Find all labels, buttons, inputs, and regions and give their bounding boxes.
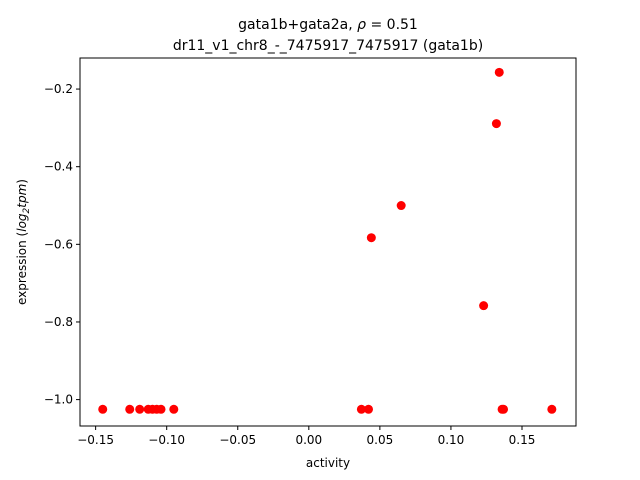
y-tick-label: −0.2 (44, 82, 73, 96)
x-tick-label: 0.10 (438, 433, 465, 447)
x-tick-label: 0.05 (367, 433, 394, 447)
x-tick-label: −0.05 (219, 433, 256, 447)
chart-title-line1: gata1b+gata2a, ρ = 0.51 (238, 17, 418, 33)
data-point (135, 404, 145, 414)
data-point (494, 67, 504, 77)
y-tick-label: −1.0 (44, 393, 73, 407)
x-tick-label: −0.10 (148, 433, 185, 447)
data-point (479, 301, 489, 311)
x-tick-label: −0.15 (77, 433, 114, 447)
plot-frame (79, 57, 577, 427)
x-tick-label: 0.15 (509, 433, 536, 447)
data-point (364, 404, 374, 414)
data-point (366, 233, 376, 243)
y-tick-label: −0.4 (44, 160, 73, 174)
data-point (98, 404, 108, 414)
y-label-sub: 2 (22, 207, 32, 213)
y-axis: −1.0 −0.8 −0.6 −0.4 −0.2 (44, 82, 80, 407)
data-point (125, 404, 135, 414)
y-tick-label: −0.8 (44, 315, 73, 329)
y-label-suffix: ) (15, 179, 29, 184)
y-tick-label: −0.6 (44, 237, 73, 251)
data-point (156, 404, 166, 414)
chart-title-line2: dr11_v1_chr8_-_7475917_7475917 (gata1b) (173, 38, 483, 54)
data-point (547, 404, 557, 414)
x-axis-label: activity (306, 456, 350, 470)
y-axis-label: expression (log2tpm) (15, 179, 32, 305)
data-point (396, 201, 406, 211)
y-label-log: log (15, 213, 29, 232)
y-label-tpm: tpm (15, 184, 29, 208)
title-rho-value: = 0.51 (366, 17, 418, 33)
x-axis: −0.15 −0.10 −0.05 0.00 0.05 0.10 0.15 (77, 426, 535, 447)
title-rho-symbol: ρ (357, 17, 366, 33)
title-prefix: gata1b+gata2a, (238, 17, 357, 33)
data-point (169, 404, 179, 414)
data-points (98, 67, 557, 414)
data-point (499, 404, 509, 414)
data-point (491, 119, 501, 129)
y-label-prefix: expression ( (15, 232, 29, 305)
x-tick-label: 0.00 (295, 433, 322, 447)
data-point (356, 404, 366, 414)
